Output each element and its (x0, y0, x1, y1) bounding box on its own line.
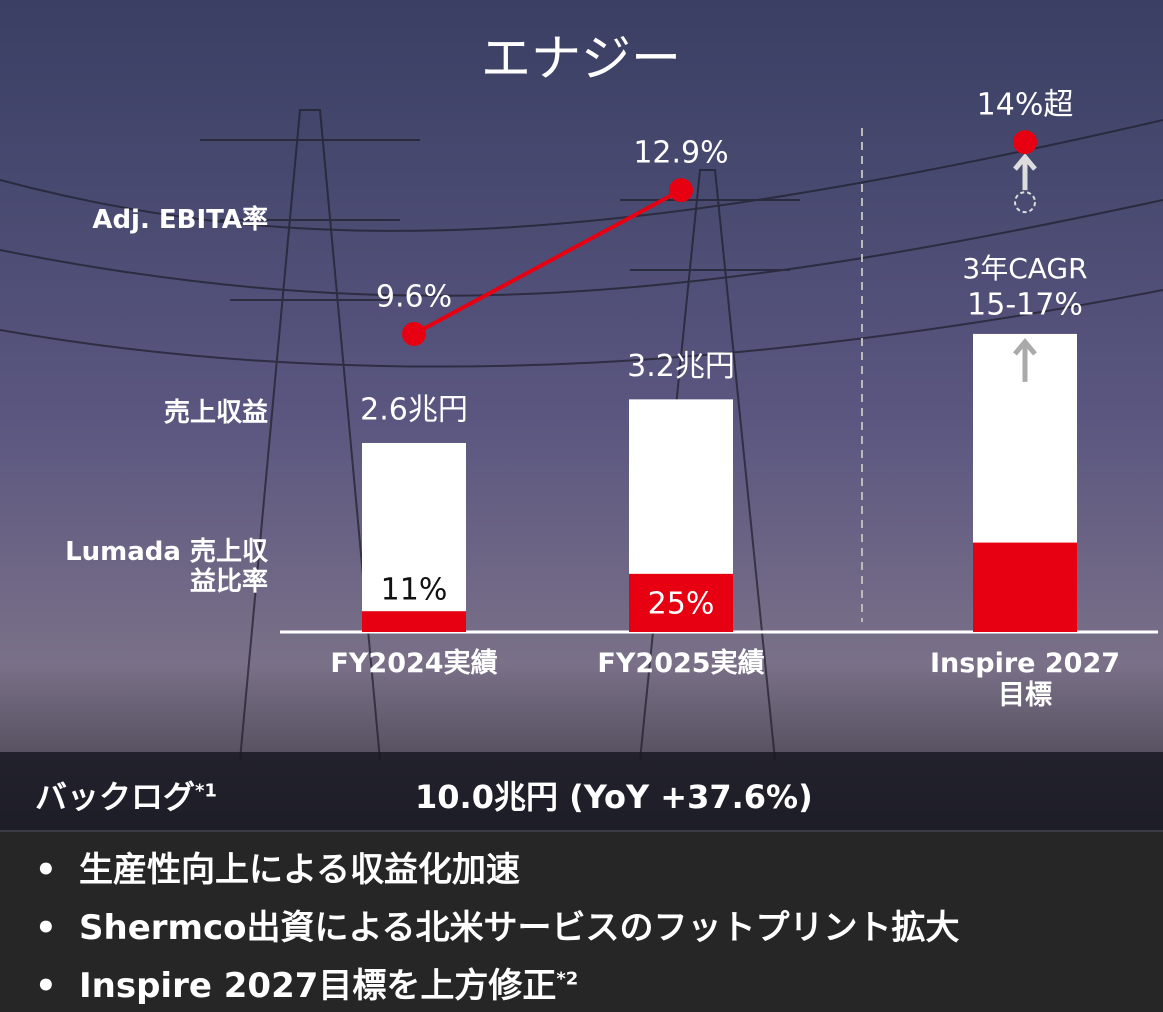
note: *1 (195, 780, 217, 802)
value-label: 12.9% (633, 136, 728, 171)
chart-title: エナジー (481, 30, 681, 88)
background (0, 0, 1163, 830)
backlog-row: バックログ*1 10.0兆円 (YoY +37.6%) (0, 752, 1163, 832)
value-label: 9.6% (376, 280, 452, 315)
value-label: 14%超 (977, 88, 1074, 123)
backlog-label: バックログ*1 (35, 772, 217, 818)
bar (362, 442, 466, 632)
text: Inspire 2027目標を上方修正 (79, 966, 557, 1006)
growth-label: 3年CAGR (962, 252, 1087, 285)
growth-label: 15-17% (967, 287, 1083, 322)
note: *2 (556, 968, 579, 990)
arrow (1013, 338, 1037, 382)
line (413, 188, 682, 336)
backlog-value: 10.0兆円 (YoY +37.6%) (415, 778, 813, 816)
bar-segment (362, 611, 466, 632)
bar-segment (629, 573, 733, 632)
prior-target (1014, 191, 1036, 214)
bar-segment (973, 542, 1077, 632)
value-label: 11% (381, 573, 448, 608)
x-tick-label: Inspire 2027 目標 (929, 648, 1121, 711)
bullet: Inspire 2027目標を上方修正*2 (35, 958, 578, 1007)
x-tick-label: FY2024実績 (330, 648, 498, 679)
point (669, 178, 693, 203)
x-tick-label: FY2025実績 (597, 648, 765, 679)
bullet: Shermco出資による北米サービスのフットプリント拡大 (35, 900, 959, 949)
arrow (1013, 153, 1037, 191)
point (402, 322, 426, 346)
row-label: Adj. EBITA率 (92, 205, 268, 235)
text: Shermco出資による北米サービスのフットプリント拡大 (79, 908, 960, 948)
bullet-list: 生産性向上による収益化加速 Shermco出資による北米サービスのフットプリント… (0, 832, 1163, 1012)
text: バックログ (35, 778, 196, 816)
value-label: 25% (648, 586, 715, 621)
value-label: 2.6兆円 (360, 392, 468, 427)
row-label: 売上収益 (163, 398, 268, 428)
bullet: 生産性向上による収益化加速 (35, 842, 520, 891)
row-label: Lumada 売上収益比率 (65, 537, 268, 597)
value-label: 3.2兆円 (627, 349, 735, 384)
text: 生産性向上による収益化加速 (79, 850, 520, 890)
point (1013, 130, 1037, 155)
